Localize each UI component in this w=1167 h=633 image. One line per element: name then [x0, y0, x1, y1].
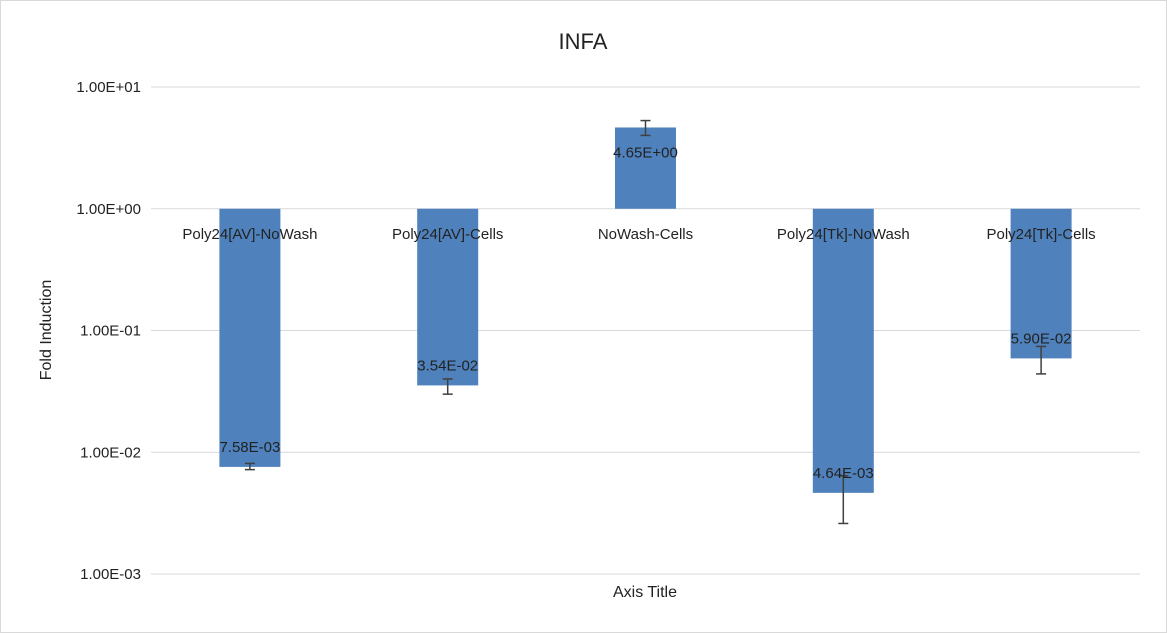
y-tick-label: 1.00E-03: [80, 566, 141, 583]
bar: [1010, 208, 1072, 359]
y-tick-label: 1.00E+01: [76, 79, 141, 96]
bar: [615, 127, 676, 209]
data-label: 4.64E-03: [813, 465, 874, 482]
data-label: 7.58E-03: [219, 439, 280, 456]
category-label: Poly24[AV]-Cells: [392, 226, 503, 243]
data-label: 4.65E+00: [613, 144, 678, 161]
bar: [417, 208, 479, 386]
y-axis-title: Fold Induction: [38, 280, 55, 381]
category-label: Poly24[Tk]-NoWash: [777, 226, 910, 243]
y-tick-label: 1.00E-01: [80, 323, 141, 340]
chart-title: INFA: [559, 29, 608, 54]
category-label: Poly24[Tk]-Cells: [986, 226, 1095, 243]
bar: [219, 208, 281, 467]
bar: [812, 208, 874, 493]
data-label: 3.54E-02: [417, 357, 478, 374]
y-tick-label: 1.00E+00: [76, 201, 141, 218]
category-label: NoWash-Cells: [598, 226, 693, 243]
x-axis-title: Axis Title: [613, 584, 677, 601]
data-label: 5.90E-02: [1011, 330, 1072, 347]
category-label: Poly24[AV]-NoWash: [182, 226, 317, 243]
y-tick-label: 1.00E-02: [80, 444, 141, 461]
